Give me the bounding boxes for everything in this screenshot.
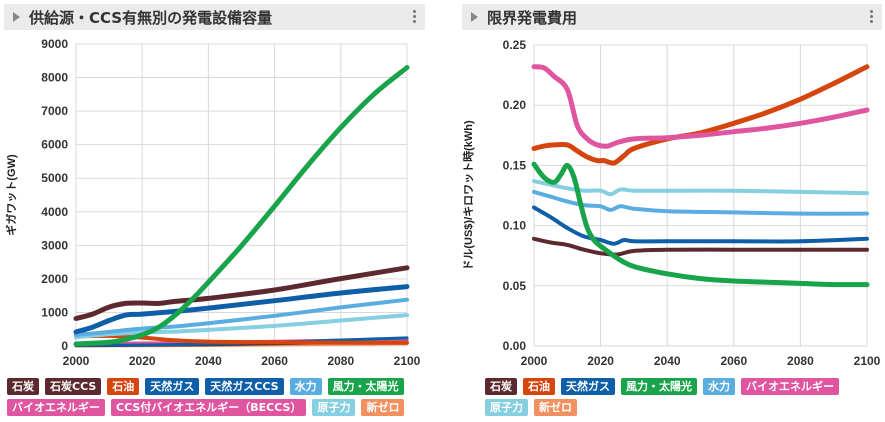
cost-xtick-label: 2020 <box>587 354 614 368</box>
cost-ytick-label: 0.20 <box>503 98 527 112</box>
cost-ytick-label: 0.10 <box>503 219 527 233</box>
cost-ytick-label: 0.15 <box>503 158 527 172</box>
capacity-series-line[interactable] <box>73 284 410 335</box>
cost-legend-chip[interactable]: 石炭 <box>485 378 517 395</box>
cost-panel: 限界発電費用 0.00 0.05 0.10 0.15 0.20 0.25 2000 2020 2… <box>458 0 885 422</box>
capacity-legend-chip[interactable]: 天然ガスCCS <box>205 378 284 395</box>
cost-legend-chip[interactable]: 原子力 <box>485 399 528 416</box>
cost-legend: 石炭 石油 天然ガス 風力・太陽光 水力 バイオエネルギー原子力 新ゼロ <box>485 378 875 420</box>
capacity-series-line[interactable] <box>74 297 409 337</box>
more-options-icon[interactable] <box>413 9 417 25</box>
expand-triangle-icon[interactable] <box>471 12 478 22</box>
cost-legend-chip[interactable]: 天然ガス <box>561 378 615 395</box>
capacity-legend: 石炭 石炭CCS 石油 天然ガス 天然ガスCCS 水力 風力・太陽光バイオエネルギー CCS付… <box>7 378 432 420</box>
capacity-panel-header[interactable]: 供給源・CCS有無別の発電設備容量 <box>4 4 425 30</box>
cost-y-axis-title: ドル(US$)/キロワット時(kWh) <box>461 120 475 271</box>
cost-ytick-label: 0.25 <box>503 38 527 52</box>
capacity-xtick-label: 2000 <box>63 354 90 368</box>
capacity-legend-chip[interactable]: 天然ガス <box>145 378 200 395</box>
capacity-xtick-label: 2020 <box>129 354 156 368</box>
cost-xtick-label: 2000 <box>521 354 548 368</box>
capacity-legend-chip[interactable]: 風力・太陽光 <box>327 378 404 395</box>
more-options-icon[interactable] <box>870 9 874 25</box>
capacity-ytick-label: 3000 <box>41 238 68 252</box>
capacity-y-axis-title: ギガワット(GW) <box>4 154 18 236</box>
cost-series-line[interactable] <box>532 236 869 257</box>
capacity-panel: 供給源・CCS有無別の発電設備容量 0 1000 2000 3000 4000 5000 6… <box>0 0 430 422</box>
capacity-legend-chip[interactable]: 石油 <box>107 378 140 395</box>
cost-xtick-label: 2060 <box>720 354 747 368</box>
capacity-ytick-label: 4000 <box>41 205 68 219</box>
capacity-series-line[interactable] <box>74 333 409 345</box>
cost-legend-chip[interactable]: 新ゼロ <box>534 399 577 416</box>
capacity-xtick-label: 2100 <box>394 354 421 368</box>
cost-xtick-label: 2040 <box>654 354 681 368</box>
cost-chart: 0.00 0.05 0.10 0.15 0.20 0.25 2000 2020 2040 2060… <box>461 38 881 368</box>
capacity-ytick-label: 7000 <box>41 104 68 118</box>
capacity-legend-chip[interactable]: 石炭CCS <box>45 378 102 395</box>
capacity-ytick-label: 8000 <box>41 71 68 85</box>
capacity-legend-chip[interactable]: 水力 <box>289 378 322 395</box>
capacity-ytick-label: 1000 <box>41 305 68 319</box>
cost-series-line[interactable] <box>531 64 870 166</box>
cost-ytick-label: 0.05 <box>503 279 527 293</box>
cost-panel-title: 限界発電費用 <box>487 8 578 27</box>
capacity-legend-chip[interactable]: バイオエネルギー <box>7 399 105 416</box>
cost-panel-header[interactable]: 限界発電費用 <box>462 4 882 30</box>
capacity-xtick-label: 2040 <box>195 354 222 368</box>
capacity-series-line[interactable] <box>73 65 410 347</box>
cost-xtick-label: 2080 <box>787 354 814 368</box>
capacity-ytick-label: 6000 <box>41 138 68 152</box>
capacity-chart: 0 1000 2000 3000 4000 5000 6000 7000 8000 9000 200… <box>4 37 421 368</box>
capacity-series-line[interactable] <box>73 265 410 321</box>
cost-series-line[interactable] <box>531 161 870 288</box>
capacity-legend-chip[interactable]: 石炭 <box>7 378 39 395</box>
cost-legend-chip[interactable]: 石油 <box>523 378 555 395</box>
cost-series-line[interactable] <box>532 189 869 216</box>
capacity-legend-chip[interactable]: 新ゼロ <box>361 399 405 416</box>
cost-ytick-label: 0.00 <box>503 339 527 353</box>
capacity-xtick-label: 2080 <box>327 354 354 368</box>
capacity-legend-chip[interactable]: 原子力 <box>312 399 356 416</box>
cost-xtick-label: 2100 <box>854 354 881 368</box>
capacity-series-line[interactable] <box>74 313 409 340</box>
cost-series-line[interactable] <box>532 179 869 197</box>
capacity-xtick-label: 2060 <box>261 354 288 368</box>
capacity-ytick-label: 5000 <box>41 171 68 185</box>
cost-series-line[interactable] <box>532 205 869 246</box>
expand-triangle-icon[interactable] <box>13 12 20 22</box>
capacity-ytick-label: 2000 <box>41 272 68 286</box>
capacity-panel-title: 供給源・CCS有無別の発電設備容量 <box>29 8 273 27</box>
capacity-ytick-label: 0 <box>61 339 68 353</box>
cost-series-line[interactable] <box>531 64 870 149</box>
capacity-ytick-label: 9000 <box>41 37 68 51</box>
cost-legend-chip[interactable]: バイオエネルギー <box>741 378 839 395</box>
capacity-legend-chip[interactable]: CCS付バイオエネルギー（BECCS） <box>111 399 307 416</box>
cost-legend-chip[interactable]: 風力・太陽光 <box>621 378 697 395</box>
cost-legend-chip[interactable]: 水力 <box>703 378 735 395</box>
